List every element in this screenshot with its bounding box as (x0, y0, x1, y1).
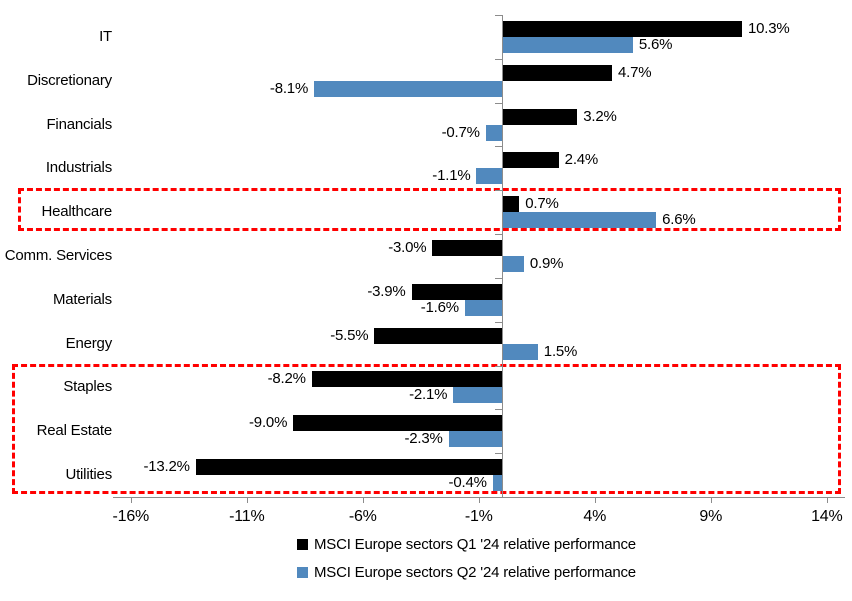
legend-item-q1: MSCI Europe sectors Q1 '24 relative perf… (297, 536, 636, 553)
bar-q1-comm-services (432, 240, 502, 256)
bar-q2-comm-services (503, 256, 524, 272)
bar-q1-industrials (503, 152, 559, 169)
y-axis-tick (495, 409, 502, 411)
legend-label-q2: MSCI Europe sectors Q2 '24 relative perf… (314, 564, 636, 581)
bar-q1-materials (411, 283, 502, 300)
x-tick-label-1: -11% (229, 508, 265, 525)
value-label-q1-staples: -8.2% (267, 370, 306, 388)
value-label-q1-discretionary: 4.7% (618, 63, 652, 81)
y-axis-tick (495, 277, 502, 279)
category-label-financials: Financials (46, 115, 112, 133)
value-label-q2-real-estate: -2.3% (404, 430, 443, 448)
y-axis-tick (495, 102, 502, 104)
bar-q1-healthcare (503, 196, 520, 213)
x-axis-tick (362, 497, 364, 503)
value-label-q2-it: 5.6% (638, 35, 673, 53)
x-tick-label-0: -16% (112, 508, 150, 525)
bar-q2-financials (485, 124, 502, 141)
value-label-q1-it: 10.3% (747, 19, 790, 37)
legend-item-q2: MSCI Europe sectors Q2 '24 relative perf… (297, 564, 636, 581)
category-label-healthcare: Healthcare (41, 203, 112, 221)
x-tick-label-5: 9% (699, 508, 723, 525)
value-label-q1-real-estate: -9.0% (249, 414, 288, 432)
x-tick-label-4: 4% (583, 508, 607, 525)
bar-q2-it (503, 36, 633, 53)
highlight-box-healthcare-box (18, 188, 841, 232)
y-axis-tick (495, 453, 502, 455)
y-axis-line (502, 15, 503, 497)
category-label-utilities: Utilities (65, 466, 112, 484)
y-axis-tick (495, 497, 502, 498)
bar-q1-energy (374, 327, 502, 344)
x-tick-label-2: -6% (348, 508, 377, 525)
category-label-discretionary: Discretionary (27, 71, 112, 89)
value-label-q2-industrials: -1.1% (432, 167, 471, 185)
bar-q2-real-estate (448, 431, 502, 448)
value-label-q1-materials: -3.9% (367, 282, 406, 300)
bar-q2-energy (503, 343, 538, 360)
x-axis-tick (710, 497, 712, 503)
y-axis-tick (495, 234, 502, 236)
value-label-q1-healthcare: 0.7% (525, 195, 559, 213)
value-label-q2-discretionary: -8.1% (269, 79, 309, 97)
bar-q2-materials (464, 299, 502, 316)
category-label-energy: Energy (65, 334, 113, 352)
bar-q2-staples (453, 387, 502, 404)
category-label-real-estate: Real Estate (36, 422, 113, 440)
bar-q1-utilities (195, 459, 502, 476)
legend-label-q1: MSCI Europe sectors Q1 '24 relative perf… (314, 536, 636, 553)
value-label-q2-energy: 1.5% (543, 342, 578, 360)
bar-q2-discretionary (314, 80, 502, 97)
value-label-q2-staples: -2.1% (409, 386, 448, 404)
value-label-q2-comm-services: 0.9% (529, 255, 564, 272)
y-axis-tick (495, 190, 502, 192)
category-label-comm-services: Comm. Services (4, 247, 112, 264)
y-axis-tick (495, 15, 502, 16)
legend-swatch-q1-icon (297, 539, 308, 550)
value-label-q1-utilities: -13.2% (143, 458, 190, 476)
value-label-q1-industrials: 2.4% (564, 151, 599, 169)
category-label-staples: Staples (63, 378, 112, 396)
value-label-q2-healthcare: 6.6% (662, 211, 696, 229)
x-axis-tick (246, 497, 248, 503)
x-tick-label-3: -1% (464, 508, 493, 525)
value-label-q2-financials: -0.7% (441, 123, 480, 141)
category-label-industrials: Industrials (45, 159, 112, 177)
category-label-it: IT (99, 27, 112, 45)
bar-q1-it (503, 20, 742, 37)
category-label-materials: Materials (52, 290, 112, 308)
value-label-q2-utilities: -0.4% (448, 474, 487, 492)
value-label-q1-comm-services: -3.0% (388, 239, 427, 256)
x-tick-label-6: 14% (811, 508, 843, 525)
x-axis-tick (594, 497, 596, 503)
bar-q1-discretionary (503, 64, 613, 81)
y-axis-tick (495, 58, 502, 60)
y-axis-tick (495, 365, 502, 367)
x-axis-tick (130, 497, 132, 503)
legend-swatch-q2-icon (297, 567, 308, 578)
bar-q1-staples (311, 371, 502, 388)
y-axis-tick (495, 321, 502, 323)
value-label-q1-financials: 3.2% (583, 107, 617, 125)
bar-q2-industrials (476, 168, 502, 185)
bar-q2-healthcare (503, 212, 657, 229)
bar-q1-financials (503, 108, 578, 125)
value-label-q2-materials: -1.6% (420, 298, 459, 316)
y-axis-tick (495, 146, 502, 148)
value-label-q1-energy: -5.5% (330, 326, 369, 344)
bar-q2-utilities (492, 475, 502, 492)
x-axis-tick (478, 497, 480, 503)
bar-q1-real-estate (293, 415, 502, 432)
x-axis-tick (826, 497, 828, 503)
